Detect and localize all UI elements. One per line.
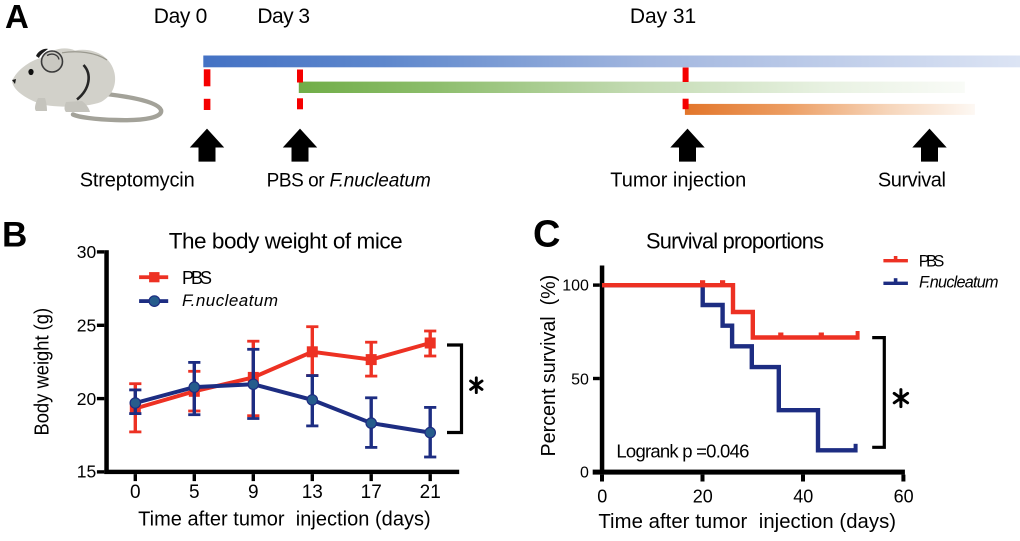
svg-text:30: 30 xyxy=(77,242,97,262)
svg-text:PBS: PBS xyxy=(919,253,945,271)
svg-text:Day 3: Day 3 xyxy=(257,5,310,28)
svg-text:Streptomycin: Streptomycin xyxy=(80,169,195,191)
svg-text:15: 15 xyxy=(77,462,96,482)
svg-text:B: B xyxy=(2,216,27,255)
svg-text:Tumor injection: Tumor injection xyxy=(610,169,746,191)
svg-text:PBS: PBS xyxy=(182,268,212,288)
svg-text:20: 20 xyxy=(693,486,713,506)
svg-text:60: 60 xyxy=(894,486,914,506)
svg-text:A: A xyxy=(5,0,29,35)
svg-text:9: 9 xyxy=(248,482,259,503)
svg-text:25: 25 xyxy=(77,316,96,336)
svg-text:100: 100 xyxy=(562,278,589,295)
svg-text:17: 17 xyxy=(361,482,382,503)
svg-text:Time after tumor injection (d: Time after tumor injection (days) xyxy=(138,509,431,531)
svg-text:Time after tumor injection (d: Time after tumor injection (days) xyxy=(598,511,896,533)
svg-text:21: 21 xyxy=(420,482,441,503)
svg-text:Day 31: Day 31 xyxy=(630,5,696,28)
svg-text:Survival: Survival xyxy=(878,169,946,191)
svg-text:13: 13 xyxy=(302,482,323,503)
svg-text:40: 40 xyxy=(793,486,813,506)
svg-text:Body weight (g): Body weight (g) xyxy=(32,308,54,436)
svg-text:Percent survival (%): Percent survival (%) xyxy=(538,275,560,457)
svg-text:20: 20 xyxy=(77,389,97,409)
svg-text:Survival proportions: Survival proportions xyxy=(646,228,824,253)
svg-text:F.nucleatum: F.nucleatum xyxy=(330,170,431,191)
svg-text:PBS or: PBS or xyxy=(267,170,326,191)
svg-text:0: 0 xyxy=(597,486,607,506)
svg-text:0: 0 xyxy=(130,482,141,503)
svg-text:Logrank p =0.046: Logrank p =0.046 xyxy=(616,440,749,461)
svg-text:F.nucleatum: F.nucleatum xyxy=(182,291,278,310)
svg-text:5: 5 xyxy=(189,482,200,503)
svg-text:C: C xyxy=(533,214,560,256)
svg-text:F.nucleatum: F.nucleatum xyxy=(919,273,999,291)
svg-text:0: 0 xyxy=(580,465,589,482)
svg-text:The body weight of mice: The body weight of mice xyxy=(169,228,403,253)
svg-text:Day 0: Day 0 xyxy=(154,5,208,28)
svg-text:50: 50 xyxy=(571,372,589,389)
